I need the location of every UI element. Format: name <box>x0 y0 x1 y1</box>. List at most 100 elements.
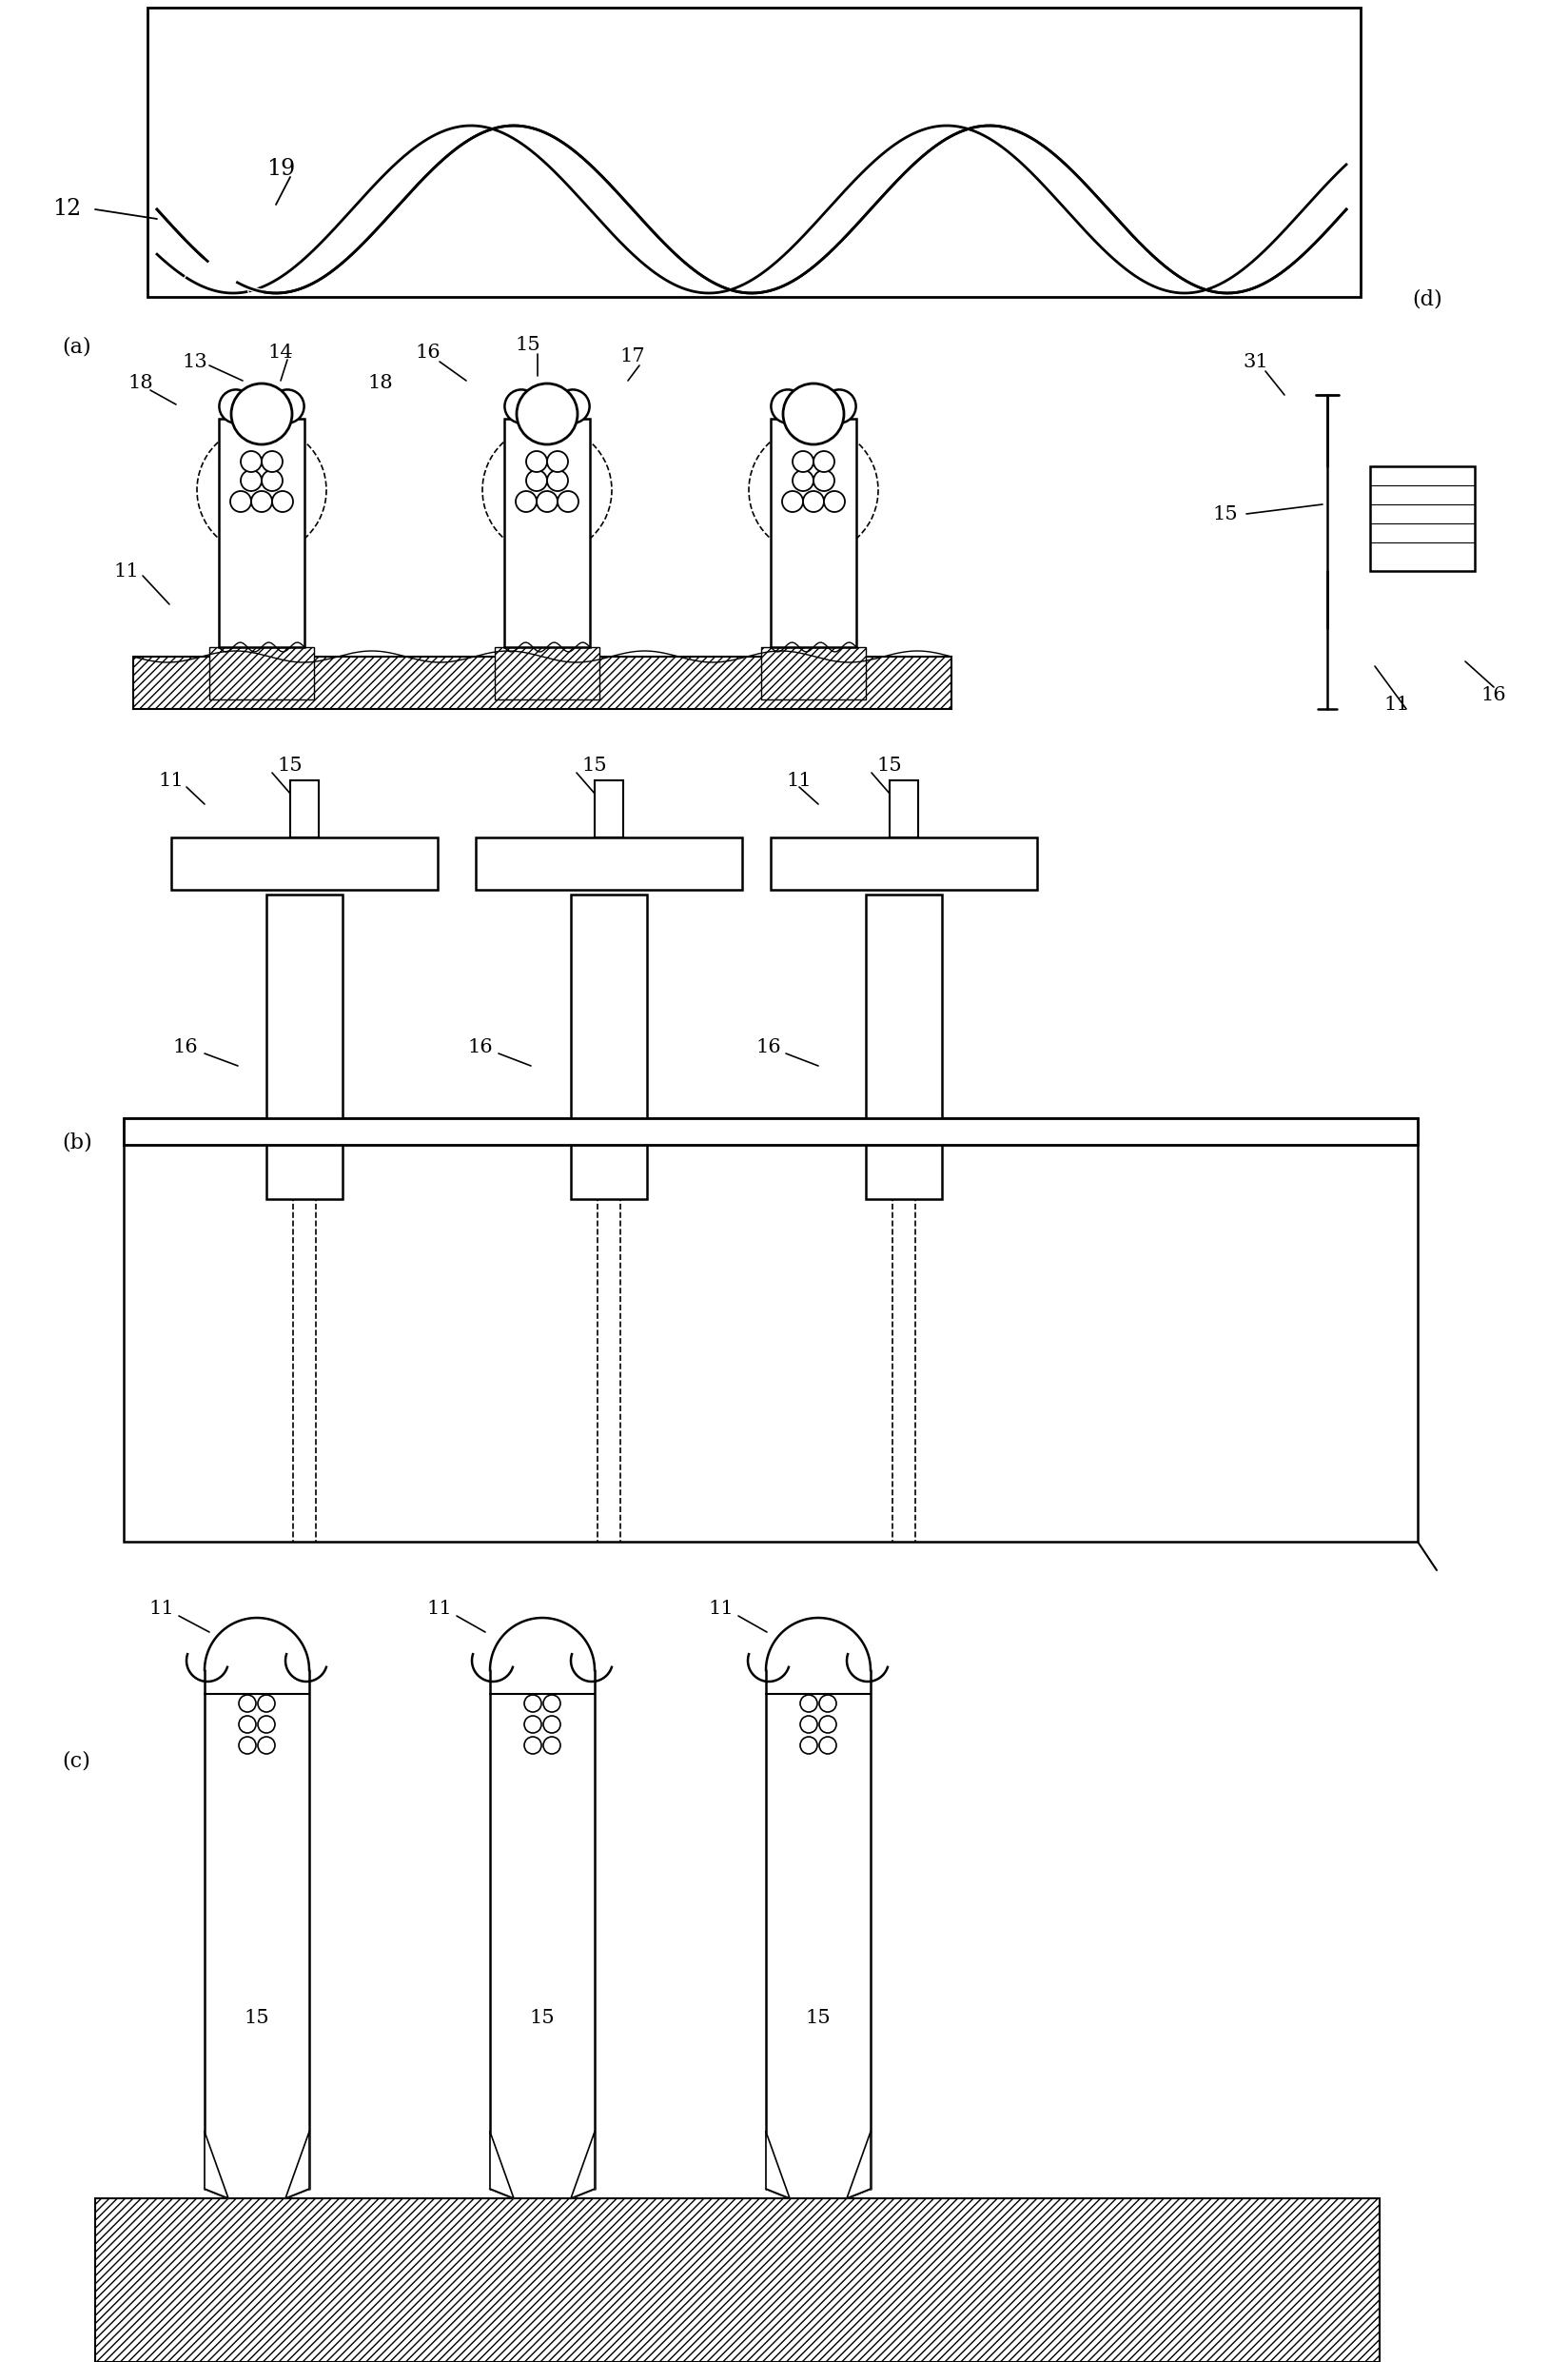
Circle shape <box>527 470 547 491</box>
Circle shape <box>251 491 273 513</box>
Polygon shape <box>204 2131 229 2199</box>
Text: 15: 15 <box>245 2008 270 2027</box>
Circle shape <box>238 1715 256 1734</box>
Circle shape <box>524 1696 541 1712</box>
Circle shape <box>524 1715 541 1734</box>
Text: (b): (b) <box>61 1131 93 1153</box>
Circle shape <box>782 383 844 444</box>
Circle shape <box>814 470 834 491</box>
Circle shape <box>782 491 803 513</box>
Circle shape <box>547 451 568 472</box>
Circle shape <box>257 1696 274 1712</box>
Bar <box>96 2199 1380 2362</box>
Text: 15: 15 <box>1212 505 1239 522</box>
Text: 15: 15 <box>516 335 541 354</box>
Text: 18: 18 <box>368 376 394 392</box>
Text: 31: 31 <box>1243 352 1269 371</box>
Circle shape <box>818 1696 836 1712</box>
Polygon shape <box>489 2131 514 2199</box>
Circle shape <box>271 390 304 423</box>
Text: (d): (d) <box>1413 288 1443 309</box>
Circle shape <box>818 1715 836 1734</box>
Text: 13: 13 <box>182 352 209 371</box>
Text: 11: 11 <box>787 772 812 789</box>
Circle shape <box>505 390 538 423</box>
Bar <box>866 895 942 1200</box>
Text: (c): (c) <box>61 1750 91 1772</box>
Bar <box>290 779 318 839</box>
Text: 15: 15 <box>806 2008 831 2027</box>
Bar <box>209 647 314 699</box>
Bar <box>760 647 866 699</box>
Circle shape <box>823 491 845 513</box>
Text: 15: 15 <box>530 2008 555 2027</box>
Text: 15: 15 <box>278 758 303 775</box>
Bar <box>771 418 856 647</box>
Circle shape <box>543 1696 560 1712</box>
Bar <box>771 839 1036 890</box>
Text: 17: 17 <box>619 347 646 366</box>
Text: 12: 12 <box>52 198 82 220</box>
Text: (a): (a) <box>61 338 91 357</box>
Text: 16: 16 <box>756 1037 781 1056</box>
Bar <box>1370 465 1475 572</box>
Bar <box>495 647 599 699</box>
Circle shape <box>557 390 590 423</box>
Text: 19: 19 <box>267 158 295 180</box>
Circle shape <box>800 1696 817 1712</box>
Text: 14: 14 <box>268 342 293 361</box>
Text: 16: 16 <box>467 1037 494 1056</box>
Text: 16: 16 <box>172 1037 198 1056</box>
Circle shape <box>273 491 293 513</box>
Text: 18: 18 <box>129 376 154 392</box>
Bar <box>267 895 342 1200</box>
Circle shape <box>800 1736 817 1755</box>
Circle shape <box>262 451 282 472</box>
Circle shape <box>536 491 558 513</box>
Text: 11: 11 <box>114 562 140 581</box>
Circle shape <box>516 383 577 444</box>
Bar <box>124 1117 1417 1542</box>
Circle shape <box>792 451 814 472</box>
Polygon shape <box>571 2131 594 2199</box>
Circle shape <box>516 491 536 513</box>
Text: 15: 15 <box>582 758 607 775</box>
Circle shape <box>800 1715 817 1734</box>
Bar <box>889 779 919 839</box>
Circle shape <box>524 1736 541 1755</box>
Text: 11: 11 <box>149 1599 174 1618</box>
Circle shape <box>262 470 282 491</box>
Bar <box>147 7 1361 298</box>
Circle shape <box>543 1736 560 1755</box>
Bar <box>124 1117 1417 1146</box>
Polygon shape <box>847 2131 870 2199</box>
Circle shape <box>803 491 823 513</box>
Circle shape <box>771 390 804 423</box>
Circle shape <box>230 491 251 513</box>
Circle shape <box>241 451 262 472</box>
Circle shape <box>198 425 326 555</box>
Bar <box>571 895 648 1200</box>
Text: 11: 11 <box>426 1599 452 1618</box>
Text: 16: 16 <box>1482 685 1507 704</box>
Circle shape <box>238 1696 256 1712</box>
Bar <box>475 839 742 890</box>
Text: 11: 11 <box>1385 694 1410 713</box>
Circle shape <box>750 425 878 555</box>
Bar <box>594 779 622 839</box>
Circle shape <box>238 1736 256 1755</box>
Bar <box>220 418 304 647</box>
Circle shape <box>257 1715 274 1734</box>
Circle shape <box>241 470 262 491</box>
Polygon shape <box>765 2131 790 2199</box>
Text: 11: 11 <box>709 1599 734 1618</box>
Circle shape <box>257 1736 274 1755</box>
Bar <box>133 657 952 709</box>
Polygon shape <box>285 2131 309 2199</box>
Circle shape <box>818 1736 836 1755</box>
Bar <box>171 839 437 890</box>
Circle shape <box>483 425 612 555</box>
Circle shape <box>547 470 568 491</box>
Circle shape <box>823 390 856 423</box>
Circle shape <box>230 383 292 444</box>
